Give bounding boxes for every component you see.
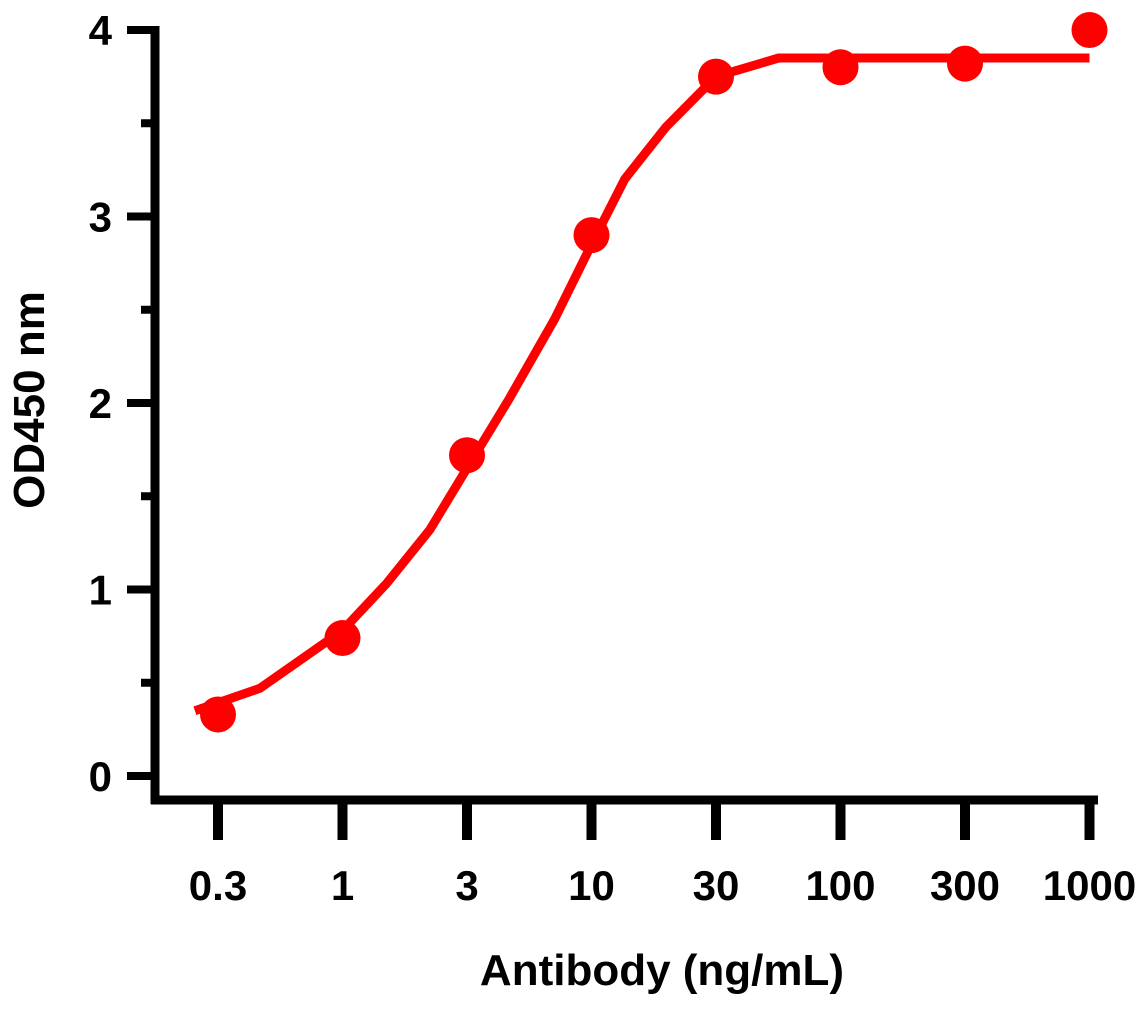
axes: 0 1 2 3 4 0.3 1 3 10 30 100 300 1000 xyxy=(89,7,1137,909)
x-tick-label: 100 xyxy=(805,862,875,909)
x-tick-label: 0.3 xyxy=(189,862,247,909)
data-point xyxy=(698,58,734,95)
y-axis-label: OD450 nm xyxy=(5,291,54,509)
data-points xyxy=(200,12,1108,733)
data-point xyxy=(573,217,610,254)
x-tick-label: 1000 xyxy=(1043,862,1136,909)
x-tick-label: 30 xyxy=(693,862,740,909)
y-tick-label: 1 xyxy=(89,567,112,614)
data-point xyxy=(1071,12,1108,48)
data-point xyxy=(449,437,485,474)
x-tick-label: 300 xyxy=(930,862,1000,909)
x-tick-label: 1 xyxy=(331,862,354,909)
x-tick-label: 3 xyxy=(455,862,478,909)
fit-curve xyxy=(193,53,1090,715)
data-point xyxy=(822,49,859,86)
x-tick-label: 10 xyxy=(568,862,615,909)
y-tick-label: 3 xyxy=(89,194,112,241)
y-tick-label: 2 xyxy=(89,380,112,427)
data-point xyxy=(947,45,983,82)
data-point xyxy=(324,619,361,656)
data-point xyxy=(200,696,236,733)
y-tick-label: 0 xyxy=(89,753,112,800)
x-axis-label: Antibody (ng/mL) xyxy=(480,946,844,995)
y-tick-label: 4 xyxy=(89,7,113,54)
